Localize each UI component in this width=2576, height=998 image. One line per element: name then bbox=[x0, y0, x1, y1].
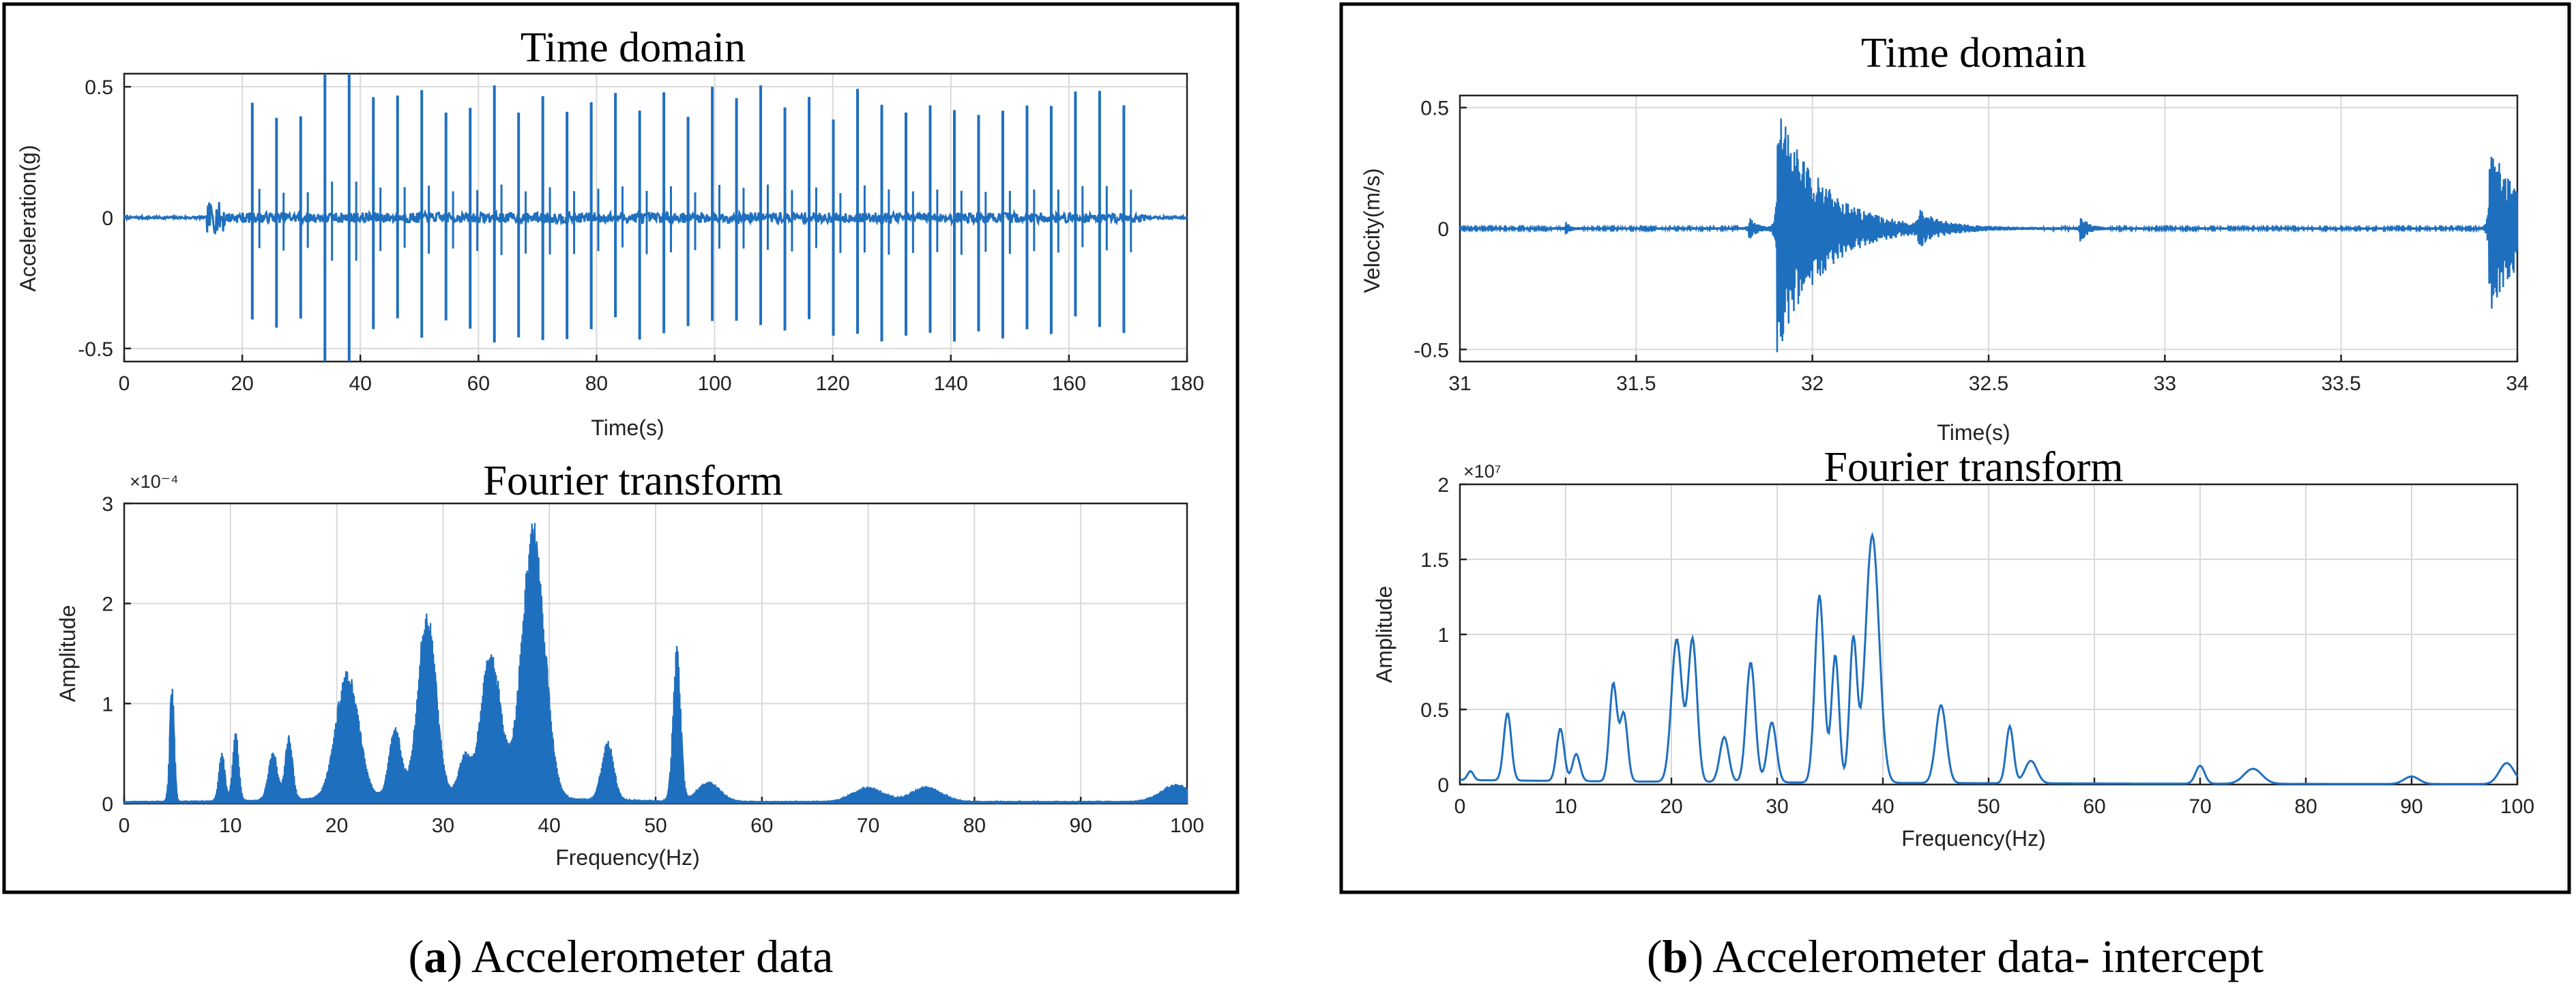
y-axis-label: Velocity(m/s) bbox=[1360, 168, 1384, 293]
b-fft-title: Fourier transform bbox=[1824, 444, 2123, 490]
x-tick-label: 60 bbox=[467, 372, 490, 395]
x-tick-label: 70 bbox=[857, 814, 879, 837]
x-tick-label: 180 bbox=[1170, 372, 1204, 395]
x-tick-label: 0 bbox=[1454, 795, 1466, 818]
y-tick-label: 0.5 bbox=[1420, 98, 1449, 120]
y-tick-label: 0 bbox=[102, 793, 113, 816]
x-tick-label: 0 bbox=[119, 814, 130, 837]
x-tick-label: 40 bbox=[349, 372, 372, 395]
x-tick-label: 60 bbox=[2083, 795, 2105, 818]
y-tick-label: 1 bbox=[102, 693, 113, 716]
a-fft-title: Fourier transform bbox=[483, 458, 782, 504]
y-tick-label: 0.5 bbox=[1420, 699, 1449, 722]
y-tick-label: 0.5 bbox=[85, 76, 113, 99]
x-tick-label: 100 bbox=[698, 372, 732, 395]
caption-b: (b) Accelerometer data- intercept bbox=[1647, 930, 2264, 982]
spectrum-line bbox=[123, 523, 1188, 806]
x-tick-label: 32 bbox=[1801, 372, 1824, 395]
spectrum-line bbox=[1459, 531, 2519, 785]
y-tick-label: 0 bbox=[1437, 774, 1449, 797]
y-axis-exponent: ×10⁻⁴ bbox=[130, 471, 179, 492]
x-axis-label: Frequency(Hz) bbox=[1901, 826, 2046, 851]
y-tick-label: -0.5 bbox=[1414, 339, 1449, 362]
y-tick-label: 0 bbox=[1437, 218, 1449, 241]
y-tick-label: 2 bbox=[1437, 474, 1449, 497]
x-tick-label: 10 bbox=[1554, 795, 1577, 818]
y-axis-label: Amplitude bbox=[1372, 586, 1396, 683]
x-tick-label: 10 bbox=[219, 814, 241, 837]
panel-b-frame bbox=[1339, 2, 2571, 894]
chart-b-time-domain: 31 31.5 32 32.5 33 33.5 34 -0.5 0 0.5 Time(s) Veloc… bbox=[1360, 94, 2529, 445]
data-series bbox=[123, 523, 1188, 806]
x-tick-label: 34 bbox=[2506, 372, 2528, 395]
x-tick-label: 31 bbox=[1448, 372, 1471, 395]
x-tick-label: 80 bbox=[2294, 795, 2317, 818]
x-tick-label: 20 bbox=[1660, 795, 1682, 818]
y-tick-label: 0 bbox=[102, 207, 113, 230]
y-tick-label: -0.5 bbox=[78, 338, 113, 361]
x-tick-label: 0 bbox=[119, 372, 130, 395]
caption-a-letter: a bbox=[424, 930, 447, 982]
x-tick-label: 160 bbox=[1052, 372, 1086, 395]
y-tick-label: 1 bbox=[1437, 624, 1449, 647]
x-tick-label: 90 bbox=[1070, 814, 1092, 837]
x-tick-label: 20 bbox=[325, 814, 348, 837]
x-tick-label: 120 bbox=[816, 372, 850, 395]
signal-trace bbox=[1459, 118, 2519, 353]
y-axis-label: Amplitude bbox=[55, 605, 80, 702]
y-axis-exponent: ×10⁷ bbox=[1463, 461, 1502, 482]
x-tick-label: 33.5 bbox=[2321, 372, 2360, 395]
x-tick-label: 80 bbox=[585, 372, 608, 395]
x-tick-label: 60 bbox=[750, 814, 773, 837]
chart-a-fourier-transform: 0 10 20 30 40 50 60 70 80 90 100 0 1 2 3 Frequency(Hz) A… bbox=[55, 471, 1204, 870]
chart-b-fourier-transform: 0 10 20 30 40 50 60 70 80 90 100 0 0.5 1 1.5 2 Frequency… bbox=[1372, 461, 2534, 851]
x-tick-label: 140 bbox=[934, 372, 968, 395]
x-tick-label: 40 bbox=[538, 814, 561, 837]
x-tick-label: 20 bbox=[231, 372, 253, 395]
x-tick-label: 30 bbox=[1766, 795, 1788, 818]
data-series bbox=[1459, 118, 2519, 353]
a-time-title: Time domain bbox=[521, 25, 746, 71]
caption-a-text: Accelerometer data bbox=[463, 930, 834, 982]
y-tick-label: 3 bbox=[102, 493, 113, 516]
x-axis-label: Time(s) bbox=[591, 415, 664, 440]
x-tick-label: 80 bbox=[963, 814, 986, 837]
caption-a: (a) Accelerometer data bbox=[409, 930, 834, 982]
y-tick-label: 2 bbox=[102, 593, 113, 616]
x-tick-label: 50 bbox=[644, 814, 667, 837]
x-tick-label: 31.5 bbox=[1616, 372, 1656, 395]
x-axis-label: Time(s) bbox=[1937, 420, 2010, 445]
data-series bbox=[123, 74, 1188, 362]
panel-a-frame bbox=[2, 2, 1240, 894]
y-tick-label: 1.5 bbox=[1420, 549, 1449, 572]
x-tick-label: 100 bbox=[1170, 814, 1204, 837]
y-axis-label: Acceleration(g) bbox=[16, 145, 40, 291]
x-tick-label: 32.5 bbox=[1969, 372, 2008, 395]
caption-b-text: Accelerometer data- intercept bbox=[1703, 930, 2264, 982]
x-tick-label: 90 bbox=[2400, 795, 2423, 818]
x-axis-label: Frequency(Hz) bbox=[555, 845, 700, 870]
b-time-title: Time domain bbox=[1861, 30, 2086, 76]
caption-b-letter: b bbox=[1662, 930, 1688, 982]
x-tick-label: 40 bbox=[1871, 795, 1894, 818]
data-series bbox=[1459, 531, 2519, 785]
x-tick-label: 33 bbox=[2154, 372, 2176, 395]
x-tick-label: 30 bbox=[432, 814, 454, 837]
x-tick-label: 70 bbox=[2189, 795, 2211, 818]
x-tick-label: 100 bbox=[2500, 795, 2534, 818]
x-tick-label: 50 bbox=[1977, 795, 2000, 818]
chart-a-time-domain: 0 20 40 60 80 100 120 140 160 180 -0.5 0 0.5 Time(s) A… bbox=[16, 72, 1204, 440]
